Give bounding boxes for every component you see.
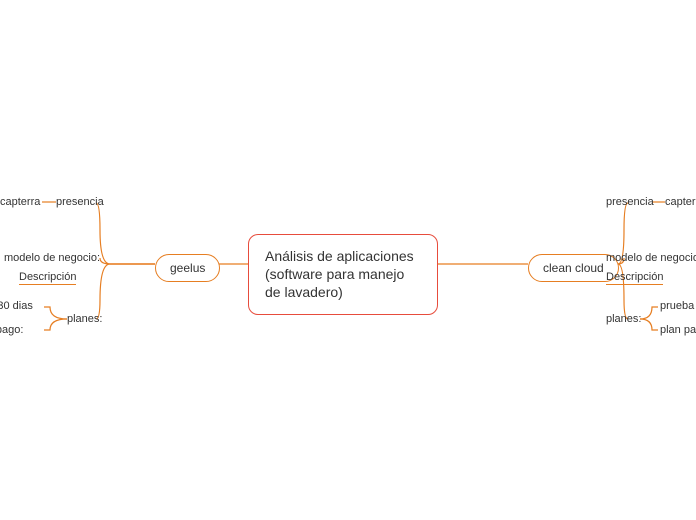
left-planes-prueba[interactable]: prueba gratuita de 30 dias — [0, 300, 33, 312]
right-planes-prueba[interactable]: prueba gratuita — [660, 300, 696, 312]
left-presencia-label: presencia — [56, 196, 104, 208]
right-presencia[interactable]: presencia — [606, 196, 654, 208]
left-presencia-capterra-label: capterra — [0, 196, 40, 208]
right-modelo-descripcion-label: Descripción — [606, 271, 663, 285]
right-planes-label: planes: — [606, 313, 641, 325]
right-presencia-capterra-label: capterra — [665, 196, 696, 208]
right-planes-planpago[interactable]: plan pago: — [660, 324, 696, 336]
left-planes[interactable]: planes: — [67, 313, 102, 325]
right-modelo[interactable]: modelo de negocio: — [606, 252, 696, 264]
right-planes-prueba-label: prueba gratuita — [660, 300, 696, 312]
left-modelo-label: modelo de negocio: — [4, 252, 100, 264]
right-modelo-descripcion[interactable]: Descripción — [606, 271, 663, 283]
right-planes[interactable]: planes: — [606, 313, 641, 325]
left-planes-label: planes: — [67, 313, 102, 325]
left-modelo-descripcion[interactable]: Descripción — [19, 271, 76, 283]
right-planes-planpago-label: plan pago: — [660, 324, 696, 336]
branch-geelus[interactable]: geelus — [155, 254, 220, 282]
right-presencia-label: presencia — [606, 196, 654, 208]
branch-geelus-label: geelus — [170, 261, 205, 275]
left-modelo-descripcion-label: Descripción — [19, 271, 76, 285]
center-text: Análisis de aplicaciones (software para … — [265, 248, 414, 300]
left-planes-planpago[interactable]: plan pago: — [0, 324, 23, 336]
left-planes-planpago-label: plan pago: — [0, 324, 23, 336]
left-presencia[interactable]: presencia — [56, 196, 104, 208]
left-planes-prueba-label: prueba gratuita de 30 dias — [0, 300, 33, 312]
right-modelo-label: modelo de negocio: — [606, 252, 696, 264]
center-node[interactable]: Análisis de aplicaciones (software para … — [248, 234, 438, 315]
left-presencia-capterra[interactable]: capterra — [0, 196, 40, 208]
branch-cleancloud-label: clean cloud — [543, 261, 604, 275]
left-modelo[interactable]: modelo de negocio: — [4, 252, 100, 264]
right-presencia-capterra[interactable]: capterra — [665, 196, 696, 208]
